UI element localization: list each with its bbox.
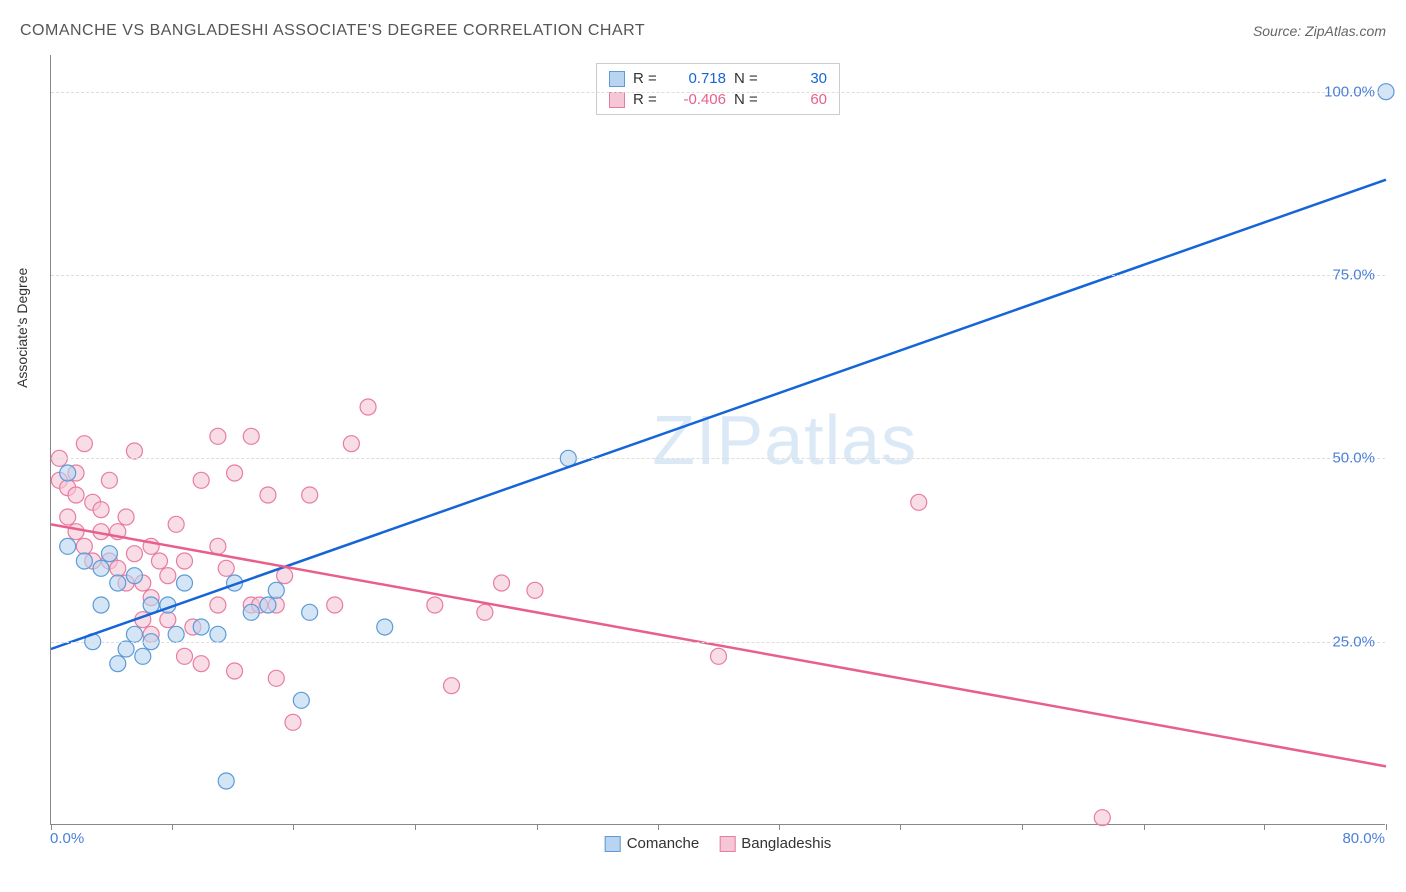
data-point	[268, 670, 284, 686]
data-point	[302, 604, 318, 620]
data-point	[151, 553, 167, 569]
r-value-bangladeshi: -0.406	[671, 91, 726, 108]
scatter-svg	[51, 55, 1385, 824]
data-point	[227, 465, 243, 481]
data-point	[177, 575, 193, 591]
gridline	[51, 92, 1385, 93]
data-point	[218, 560, 234, 576]
data-point	[118, 509, 134, 525]
data-point	[93, 597, 109, 613]
data-point	[218, 773, 234, 789]
data-point	[177, 648, 193, 664]
x-min-label: 0.0%	[50, 830, 84, 847]
data-point	[93, 502, 109, 518]
y-tick-label: 50.0%	[1332, 450, 1375, 467]
x-tick	[1386, 824, 1387, 830]
data-point	[135, 648, 151, 664]
chart-title: COMANCHE VS BANGLADESHI ASSOCIATE'S DEGR…	[20, 22, 645, 40]
data-point	[126, 568, 142, 584]
data-point	[160, 612, 176, 628]
correlation-legend: R = 0.718 N = 30 R = -0.406 N = 60	[596, 63, 840, 115]
y-tick-label: 100.0%	[1324, 83, 1375, 100]
data-point	[110, 656, 126, 672]
data-point	[711, 648, 727, 664]
data-point	[193, 619, 209, 635]
data-point	[1094, 810, 1110, 826]
chart-plot-area: ZIPatlas R = 0.718 N = 30 R = -0.406 N =…	[50, 55, 1385, 825]
regression-line	[51, 180, 1386, 649]
regression-line	[51, 524, 1386, 766]
data-point	[177, 553, 193, 569]
data-point	[343, 436, 359, 452]
data-point	[210, 626, 226, 642]
data-point	[60, 465, 76, 481]
r-label: R =	[633, 70, 663, 87]
source-label: Source: ZipAtlas.com	[1253, 23, 1386, 39]
data-point	[126, 443, 142, 459]
gridline	[51, 642, 1385, 643]
data-point	[268, 582, 284, 598]
y-tick-label: 75.0%	[1332, 267, 1375, 284]
data-point	[101, 472, 117, 488]
gridline	[51, 275, 1385, 276]
data-point	[168, 626, 184, 642]
y-axis-label: Associate's Degree	[14, 268, 30, 388]
data-point	[444, 678, 460, 694]
n-value-comanche: 30	[772, 70, 827, 87]
data-point	[302, 487, 318, 503]
data-point	[477, 604, 493, 620]
data-point	[360, 399, 376, 415]
n-value-bangladeshi: 60	[772, 91, 827, 108]
data-point	[227, 663, 243, 679]
swatch-bangladeshi	[609, 92, 625, 108]
n-label: N =	[734, 70, 764, 87]
data-point	[210, 428, 226, 444]
data-point	[68, 487, 84, 503]
data-point	[60, 538, 76, 554]
data-point	[60, 509, 76, 525]
x-axis-labels: 0.0% 80.0%	[50, 830, 1385, 860]
data-point	[260, 487, 276, 503]
data-point	[126, 546, 142, 562]
legend-row-comanche: R = 0.718 N = 30	[609, 68, 827, 89]
data-point	[110, 575, 126, 591]
y-tick-label: 25.0%	[1332, 633, 1375, 650]
gridline	[51, 458, 1385, 459]
data-point	[160, 568, 176, 584]
data-point	[110, 560, 126, 576]
data-point	[210, 597, 226, 613]
data-point	[327, 597, 343, 613]
data-point	[76, 538, 92, 554]
data-point	[126, 626, 142, 642]
x-max-label: 80.0%	[1342, 830, 1385, 847]
data-point	[911, 494, 927, 510]
data-point	[494, 575, 510, 591]
data-point	[377, 619, 393, 635]
r-value-comanche: 0.718	[671, 70, 726, 87]
data-point	[68, 524, 84, 540]
swatch-comanche	[609, 71, 625, 87]
data-point	[293, 692, 309, 708]
data-point	[243, 604, 259, 620]
data-point	[193, 472, 209, 488]
data-point	[76, 553, 92, 569]
data-point	[193, 656, 209, 672]
n-label: N =	[734, 91, 764, 108]
data-point	[93, 560, 109, 576]
data-point	[527, 582, 543, 598]
data-point	[118, 641, 134, 657]
data-point	[260, 597, 276, 613]
data-point	[101, 546, 117, 562]
data-point	[285, 714, 301, 730]
data-point	[76, 436, 92, 452]
data-point	[168, 516, 184, 532]
data-point	[243, 428, 259, 444]
data-point	[210, 538, 226, 554]
r-label: R =	[633, 91, 663, 108]
data-point	[427, 597, 443, 613]
